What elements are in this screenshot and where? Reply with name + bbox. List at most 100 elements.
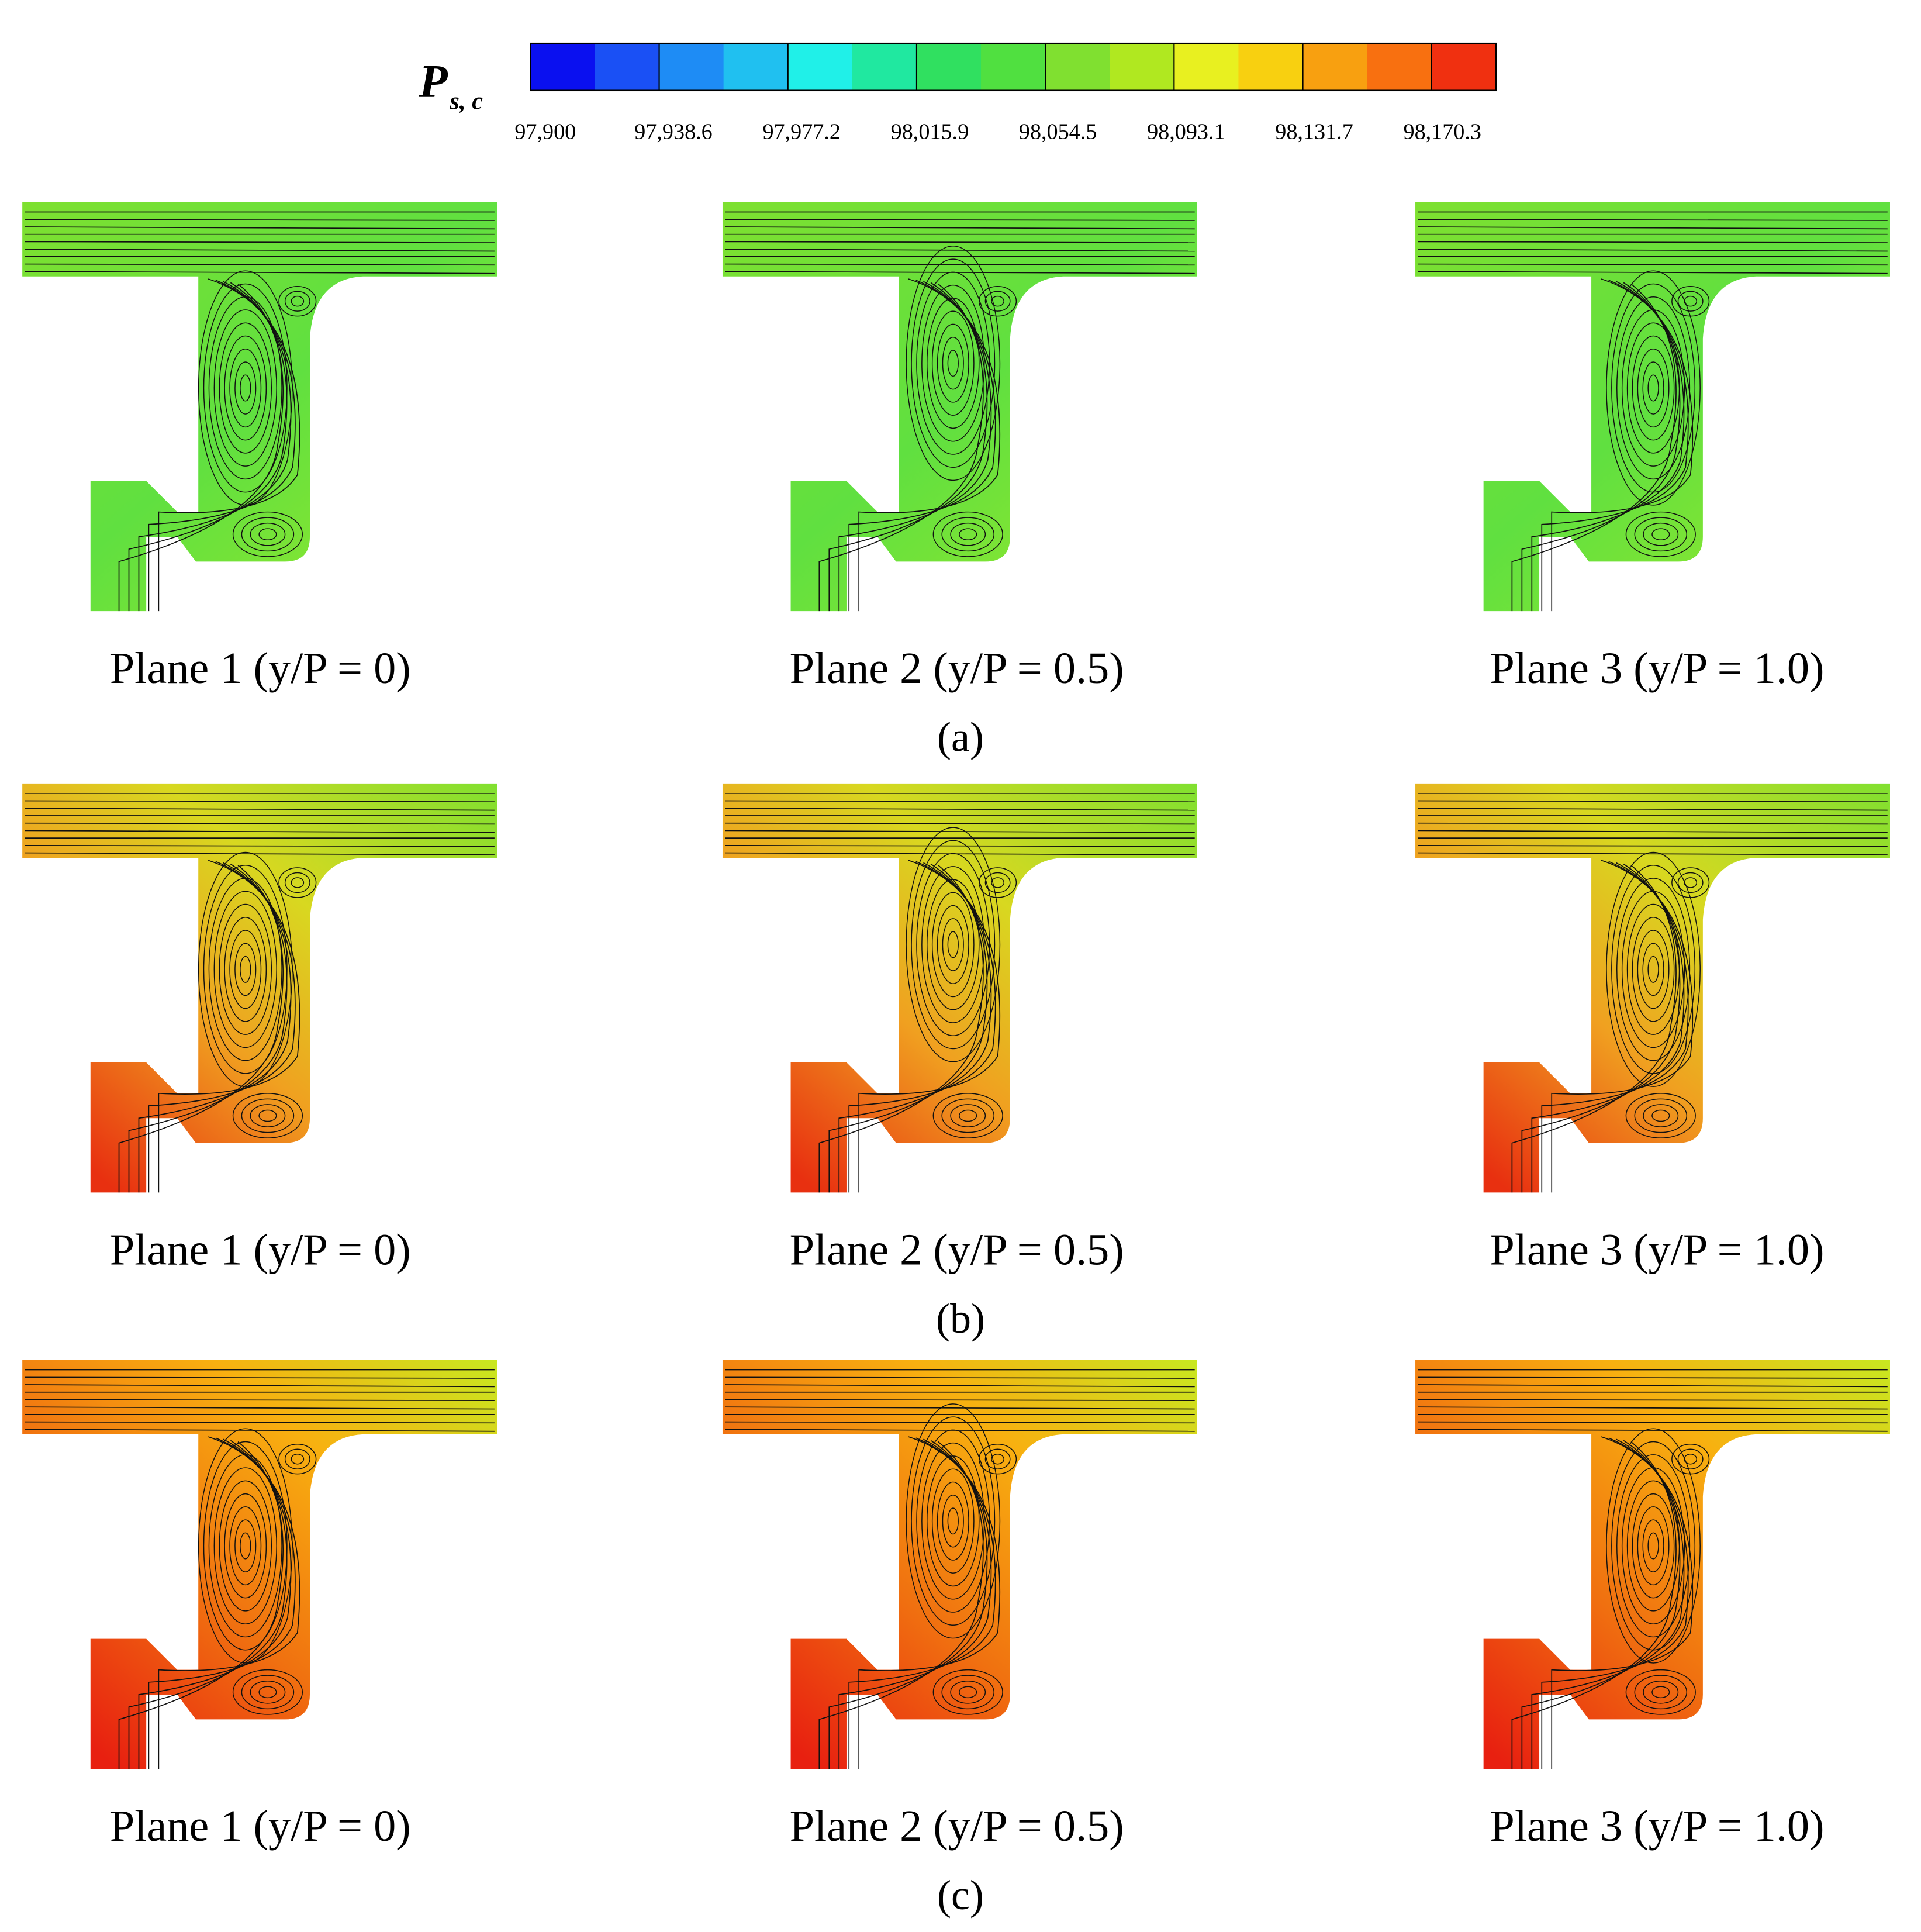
vortex-streamline	[959, 1109, 977, 1122]
vortex-streamline	[1634, 1675, 1688, 1710]
row-label: (b)	[936, 1295, 985, 1342]
vortex-streamline	[278, 867, 317, 898]
vortex-streamline	[198, 270, 293, 506]
streamline	[1418, 844, 1888, 847]
vortex-streamline	[911, 840, 996, 1050]
streamline	[25, 1421, 495, 1424]
vortex-streamline	[291, 1454, 305, 1465]
vortex-streamline	[198, 851, 293, 1087]
vortex-streamline	[213, 309, 277, 467]
vortex-streamline	[979, 1444, 1017, 1475]
streamline	[25, 800, 495, 803]
colorbar-tick-label: 97,977.2	[762, 119, 840, 144]
vortex-streamline	[1671, 285, 1710, 317]
vortex-streamline	[278, 285, 317, 317]
streamline	[25, 808, 495, 811]
row-label: (c)	[937, 1872, 984, 1919]
vortex-streamline	[284, 291, 310, 312]
vortex-streamline	[278, 1444, 317, 1475]
vortex-streamline	[232, 1093, 303, 1138]
streamline	[725, 1406, 1195, 1410]
vortex-streamline	[1625, 1093, 1696, 1138]
vortex-streamline	[291, 877, 305, 888]
vortex-streamline	[1616, 1454, 1691, 1638]
vortex-streamline	[208, 878, 282, 1061]
vortex-streamline	[1616, 878, 1691, 1061]
streamline	[1418, 263, 1888, 266]
streamline	[25, 852, 495, 855]
vortex-streamline	[1684, 295, 1698, 307]
vortex-streamline	[1606, 270, 1701, 506]
vortex-streamline	[241, 1098, 295, 1133]
vortex-streamline	[240, 1532, 251, 1560]
vortex-streamline	[931, 310, 975, 416]
vortex-streamline	[906, 827, 1001, 1062]
streamline	[118, 865, 284, 1193]
contour-panel	[22, 1360, 497, 1769]
streamline	[118, 1441, 284, 1769]
vortex-streamline	[241, 517, 295, 552]
vortex-streamline	[1671, 1444, 1710, 1475]
vortex-streamline	[927, 879, 980, 1010]
vortex-streamline	[1647, 374, 1659, 402]
vortex-streamline	[979, 867, 1017, 898]
vortex-streamline	[203, 283, 288, 493]
colorbar-segment	[1431, 43, 1497, 91]
vortex-streamline	[1626, 1480, 1680, 1612]
colorbar-segment	[1238, 43, 1304, 91]
vortex-streamline	[1611, 865, 1696, 1074]
vortex-streamline	[219, 322, 272, 454]
vortex-streamline	[1651, 1109, 1670, 1122]
contour-panel	[722, 202, 1197, 612]
colorbar-segment	[1367, 43, 1432, 91]
streamline	[25, 226, 495, 230]
vortex-streamline	[284, 1448, 310, 1469]
streamline	[1511, 865, 1677, 1193]
contour-panel	[722, 1360, 1197, 1769]
vortex-streamline	[1632, 1493, 1675, 1599]
vortex-streamline	[932, 1093, 1003, 1138]
vortex-streamline	[232, 1669, 303, 1715]
vortex-streamline	[1625, 511, 1696, 557]
vortex-streamline	[959, 1686, 977, 1699]
colorbar-segment	[787, 43, 853, 91]
vortex-streamline	[240, 955, 251, 983]
colorbar-tick-label: 98,131.7	[1275, 119, 1353, 144]
vortex-streamline	[250, 1680, 286, 1704]
colorbar: 97,900 97,938.6 97,977.2 98,015.9 98,054.5 98…	[514, 42, 1497, 144]
vortex-streamline	[219, 903, 272, 1035]
streamline	[725, 249, 1195, 252]
colorbar-segment	[1174, 43, 1239, 91]
vortex-streamline	[916, 271, 990, 455]
vortex-streamline	[1616, 296, 1691, 480]
streamline	[725, 241, 1195, 243]
vortex-streamline	[1626, 903, 1680, 1035]
contour-panel	[1415, 783, 1890, 1193]
streamline	[25, 844, 495, 847]
vortex-streamline	[921, 866, 985, 1023]
contour-panel	[1415, 202, 1890, 612]
streamline	[1418, 822, 1888, 825]
vortex-streamline	[927, 1455, 980, 1587]
streamline	[725, 822, 1195, 825]
vortex-streamline	[232, 511, 303, 557]
streamline	[725, 844, 1195, 847]
streamline	[25, 822, 495, 825]
vortex-streamline	[950, 1680, 986, 1704]
streamline	[1511, 283, 1677, 612]
plane-label: Plane 3 (y/P = 1.0)	[1490, 643, 1824, 693]
streamline	[1418, 1429, 1888, 1432]
vortex-streamline	[291, 295, 305, 307]
streamline	[25, 1406, 495, 1410]
vortex-streamline	[1606, 851, 1701, 1087]
plane-label: Plane 1 (y/P = 0)	[110, 643, 411, 693]
vortex-streamline	[911, 1416, 996, 1626]
vortex-streamline	[1677, 872, 1704, 893]
vortex-streamline	[1625, 1669, 1696, 1715]
streamline	[725, 1384, 1195, 1388]
streamline	[1418, 1421, 1888, 1424]
vortex-streamline	[203, 865, 288, 1074]
vortex-streamline	[921, 1442, 985, 1600]
vortex-streamline	[213, 891, 277, 1048]
vortex-streamline	[991, 295, 1004, 307]
